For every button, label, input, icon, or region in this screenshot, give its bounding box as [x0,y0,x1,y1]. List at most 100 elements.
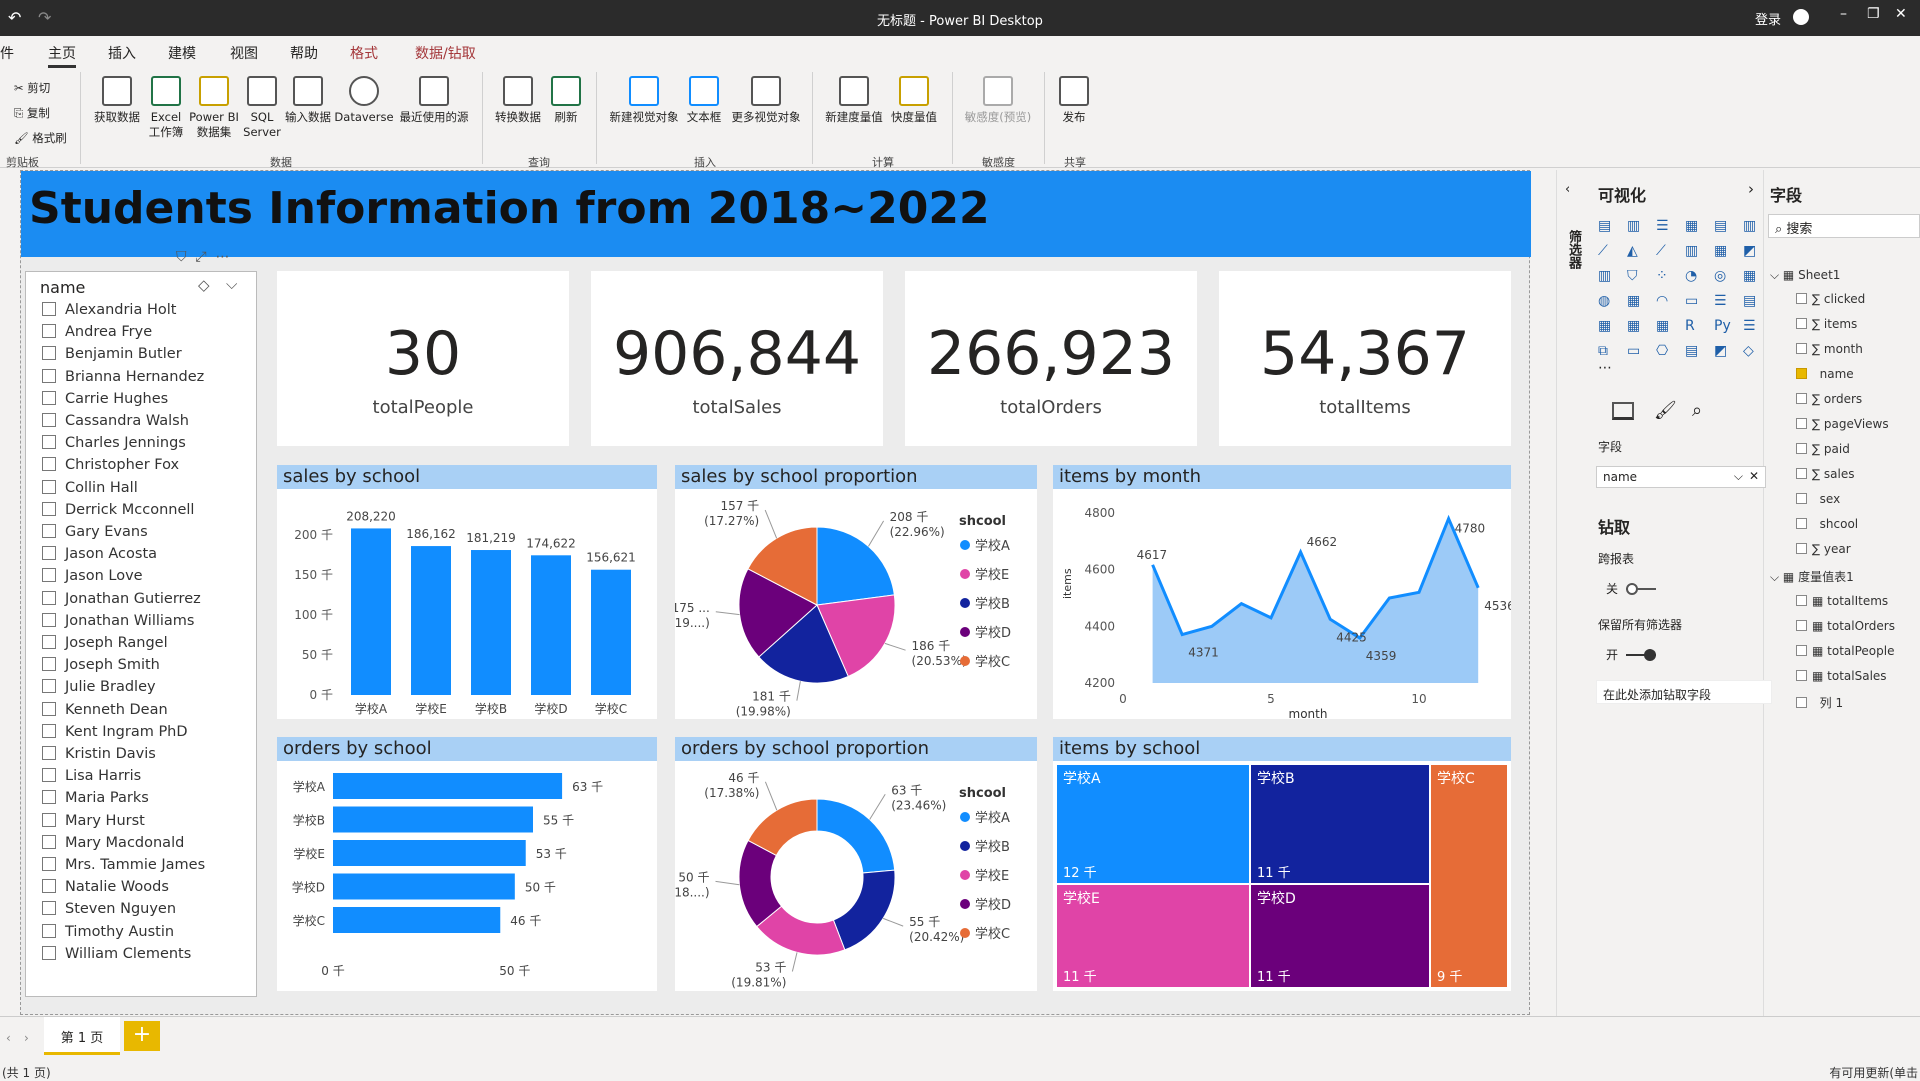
visual-type-icon[interactable]: ◍ [1598,293,1611,309]
visual-type-icon[interactable]: ▥ [1685,243,1699,259]
update-available-link[interactable]: 有可用更新(单击 [1829,1066,1918,1080]
recent-sources-button[interactable]: 最近使用的源 [394,76,474,125]
checkbox[interactable] [42,923,56,938]
checkbox[interactable] [42,834,56,849]
measure-field[interactable]: ▦ totalOrders [1796,619,1895,633]
checkbox[interactable] [42,635,56,649]
chevron-right-icon[interactable]: › [1748,180,1754,198]
tab-data-drill[interactable]: 数据/钻取 [415,46,476,62]
slicer-item[interactable]: Mrs. Tammie James [42,857,205,873]
filters-tab[interactable]: 筛选器 [1566,230,1581,269]
redo-icon[interactable]: ↷ [38,8,52,27]
visual-type-icon[interactable]: ⛉ [1627,268,1638,284]
field-orders[interactable]: ∑ orders [1796,392,1862,406]
slicer-item[interactable]: Mary Macdonald [42,834,184,851]
checkbox[interactable] [42,501,56,516]
slicer-item[interactable]: Joseph Smith [42,657,160,673]
visual-type-icon[interactable]: ⧉ [1598,343,1608,359]
visual-type-icon[interactable]: ◔ [1685,268,1698,284]
slicer-item[interactable]: Kenneth Dean [42,701,168,718]
page-tab-1[interactable]: 第 1 页 [44,1017,120,1055]
orders-by-school-chart[interactable]: orders by school 学校A 63 千学校B 55 千学校E 53 千学校D… [277,737,657,991]
tab-insert[interactable]: 插入 [108,46,136,62]
filters-collapsed-pane[interactable]: ‹ 筛选器 [1556,170,1584,1030]
visual-type-icon[interactable]: ▤ [1714,218,1728,234]
field-shcool[interactable]: shcool [1796,517,1858,531]
slicer-item[interactable]: Cassandra Walsh [42,413,189,429]
visual-type-icon[interactable]: ▭ [1685,293,1699,309]
cross-report-toggle[interactable]: 关 [1606,580,1657,597]
checkbox[interactable] [42,879,56,894]
checkbox[interactable] [1796,368,1807,379]
maximize-icon[interactable]: ❐ [1867,6,1880,22]
visual-type-icon[interactable]: ▤ [1743,293,1757,309]
checkbox[interactable] [42,746,56,760]
visual-type-icon[interactable]: ⎔ [1656,343,1669,359]
field-sex[interactable]: sex [1796,492,1840,506]
checkbox[interactable] [42,546,56,561]
checkbox[interactable] [42,413,56,427]
checkbox[interactable] [1796,443,1807,454]
visual-type-icon[interactable]: ▭ [1627,343,1641,359]
checkbox[interactable] [42,701,56,716]
add-page-button[interactable]: + [124,1021,160,1051]
checkbox[interactable] [1796,697,1807,708]
filter-icon[interactable]: ⛉ [176,249,187,265]
tab-home[interactable]: 主页 [48,43,76,68]
checkbox[interactable] [42,657,56,672]
cut-button[interactable]: ✂ 剪切 [14,81,51,95]
checkbox[interactable] [42,768,56,783]
chevron-left-icon[interactable]: ‹ [1565,182,1571,197]
checkbox[interactable] [42,790,56,805]
minimize-icon[interactable]: – [1840,6,1847,22]
visual-type-icon[interactable]: ▦ [1598,318,1612,334]
checkbox[interactable] [42,524,56,538]
visual-type-icon[interactable]: ⟋ [1656,243,1666,259]
slicer-item[interactable]: Kent Ingram PhD [42,723,188,740]
visual-type-icon[interactable]: ◩ [1743,243,1757,259]
visual-type-icon[interactable]: ▦ [1685,218,1699,234]
field-clicked[interactable]: ∑ clicked [1796,292,1865,306]
slicer-item[interactable]: Kristin Davis [42,746,156,762]
chevron-down-icon[interactable]: ⌵ [226,275,238,293]
measure-field[interactable]: ▦ totalItems [1796,594,1888,608]
slicer-item[interactable]: Gary Evans [42,524,148,540]
checkbox[interactable] [1796,393,1807,404]
checkbox[interactable] [42,857,56,871]
checkbox[interactable] [42,302,56,316]
focus-mode-icon[interactable]: ⤢ [195,249,207,265]
undo-icon[interactable]: ↶ [8,8,22,27]
checkbox[interactable] [42,901,56,916]
visual-type-icon[interactable]: ☰ [1743,318,1756,334]
visual-type-icon[interactable]: ◩ [1714,343,1728,359]
visual-type-icon[interactable]: ▦ [1627,293,1641,309]
slicer-item[interactable]: Charles Jennings [42,435,186,451]
eraser-icon[interactable]: ◇ [198,276,210,294]
analytics-icon[interactable]: ⌕ [1692,400,1703,421]
measure-field[interactable]: 列 1 [1796,694,1843,711]
new-measure-button[interactable]: 新建度量值 [822,76,886,125]
checkbox[interactable] [42,723,56,738]
field-items[interactable]: ∑ items [1796,317,1857,331]
slicer-item[interactable]: Alexandria Holt [42,302,176,318]
slicer-item[interactable]: Natalie Woods [42,879,169,895]
get-data-button[interactable]: 获取数据 [88,76,146,125]
visual-type-icon[interactable]: ⟋ [1598,243,1608,259]
visual-type-icon[interactable]: ▦ [1714,243,1728,259]
slicer-item[interactable]: Benjamin Butler [42,346,182,362]
drill-field-well[interactable]: 在此处添加钻取字段 [1596,680,1772,704]
signin-link[interactable]: 登录 [1755,13,1782,28]
visual-type-icon[interactable]: ☰ [1656,218,1669,234]
checkbox[interactable] [42,457,56,472]
excel-button[interactable]: Excel 工作簿 [146,76,186,140]
field-sales[interactable]: ∑ sales [1796,467,1854,481]
slicer-item[interactable]: Timothy Austin [42,923,174,940]
visual-type-icon[interactable]: ▦ [1627,318,1641,334]
avatar[interactable] [1793,9,1809,25]
checkbox[interactable] [42,390,56,405]
checkbox[interactable] [42,812,56,827]
slicer-item[interactable]: Carrie Hughes [42,390,168,407]
tab-modeling[interactable]: 建模 [168,46,196,62]
measure-field[interactable]: ▦ totalPeople [1796,644,1894,658]
more-options-icon[interactable]: ⋯ [215,249,230,265]
